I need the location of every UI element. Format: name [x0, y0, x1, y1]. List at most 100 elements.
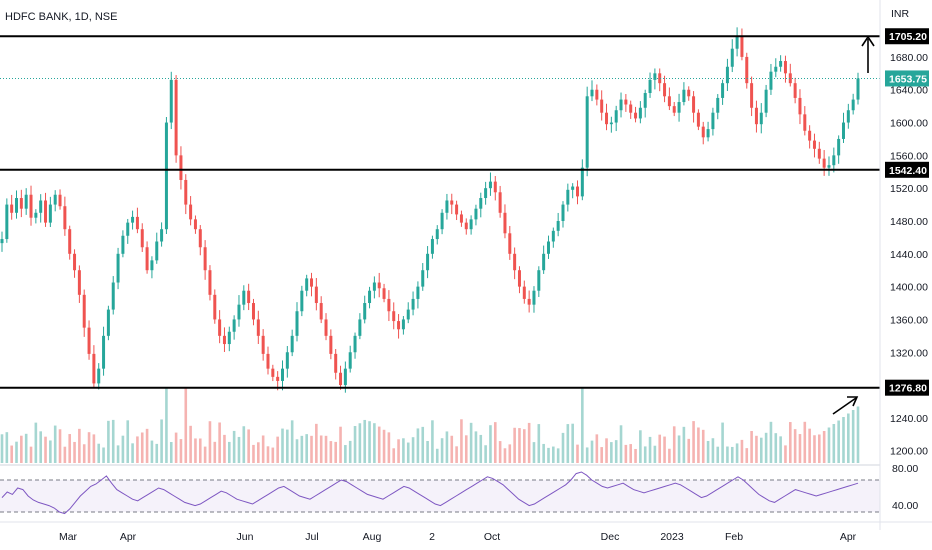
candle-body — [605, 112, 609, 125]
candle-body — [401, 319, 405, 330]
candle-body — [740, 36, 744, 57]
candle-body — [856, 78, 860, 100]
candle-body — [667, 96, 671, 107]
volume-bar — [348, 440, 352, 463]
candle-body — [754, 107, 758, 125]
volume-bar — [547, 447, 550, 463]
price-tick-label: 1680.00 — [890, 52, 928, 64]
volume-bar — [687, 438, 691, 463]
candle-body — [459, 214, 463, 223]
rsi-tick-label: 40.00 — [892, 500, 918, 512]
candle-body — [735, 36, 739, 49]
volume-bar — [319, 435, 323, 463]
volume-bar — [406, 442, 410, 463]
candle-body — [368, 290, 372, 304]
volume-bar — [619, 425, 623, 463]
candlesticks — [0, 27, 860, 393]
volume-bar — [208, 421, 212, 463]
volume-bar — [842, 417, 845, 463]
volume-bar — [87, 432, 91, 463]
volume-bar — [590, 440, 594, 463]
volume-bar — [527, 422, 531, 463]
candle-body — [169, 79, 173, 123]
candle-body — [145, 247, 149, 271]
volume-bar — [735, 443, 739, 463]
price-tick-label: 1480.00 — [890, 216, 928, 228]
volume-bar — [358, 423, 362, 463]
candle-body — [619, 99, 623, 111]
volume-bar — [189, 425, 192, 463]
candle-body — [696, 112, 700, 127]
candle-body — [827, 165, 831, 168]
candle-body — [102, 335, 106, 369]
rsi-tick-label: 80.00 — [892, 463, 918, 475]
volume-bar — [518, 428, 521, 463]
candle-body — [87, 327, 91, 354]
candle-body — [203, 247, 207, 271]
volume-bar — [82, 444, 86, 463]
volume-bar — [464, 435, 468, 463]
volume-bar — [295, 439, 299, 463]
volume-bar — [552, 446, 555, 463]
volume-bar — [20, 435, 23, 463]
candle-body — [15, 198, 19, 213]
candle-body — [0, 239, 4, 244]
candle-body — [812, 140, 816, 149]
candle-body — [774, 66, 778, 72]
volume-bar — [730, 446, 734, 463]
candle-body — [34, 212, 38, 218]
volume-bar — [445, 431, 449, 463]
volume-bar — [92, 434, 96, 463]
volume-bar — [363, 419, 367, 463]
candle-body — [5, 204, 9, 240]
volume-bar — [542, 443, 545, 463]
candle-body — [44, 200, 48, 223]
last-price-label: 1653.75 — [889, 73, 927, 85]
candle-body — [193, 219, 197, 230]
volume-bar — [44, 436, 47, 463]
candle-body — [121, 235, 125, 254]
candle-body — [329, 335, 333, 354]
volume-bar — [716, 446, 720, 463]
candle-body — [469, 219, 473, 230]
price-tick-label: 1200.00 — [890, 446, 928, 458]
volume-bar — [788, 422, 792, 463]
candle-body — [711, 112, 715, 130]
candle-body — [464, 222, 468, 230]
candle-body — [24, 194, 28, 209]
volume-bar — [174, 432, 178, 463]
candle-body — [677, 102, 681, 113]
volume-bar — [489, 425, 492, 463]
candle-body — [295, 311, 299, 336]
time-tick-label: Feb — [725, 531, 743, 543]
volume-bar — [643, 446, 647, 463]
volume-bar — [837, 420, 840, 463]
candle-body — [97, 368, 101, 384]
volume-bar — [116, 445, 120, 463]
candle-body — [687, 89, 691, 97]
volume-bar — [585, 447, 589, 463]
candle-body — [372, 282, 376, 291]
time-tick-label: Jul — [305, 531, 318, 543]
volume-bar — [634, 448, 637, 463]
candle-body — [479, 198, 483, 209]
candle-body — [532, 290, 536, 305]
volume-bar — [411, 437, 415, 463]
volume-bar — [484, 445, 487, 463]
candle-body — [595, 89, 599, 100]
candle-body — [759, 112, 763, 125]
volume-bar — [223, 434, 226, 463]
candle-body — [348, 352, 352, 369]
volume-bar — [677, 435, 681, 463]
volume-bar — [377, 426, 381, 463]
candle-body — [242, 290, 246, 305]
volume-bar — [334, 441, 337, 463]
volume-bar — [34, 422, 38, 463]
volume-bar — [503, 448, 507, 463]
candle-body — [837, 138, 841, 156]
volume-bar — [658, 434, 662, 463]
volume-bar — [808, 428, 811, 463]
volume-bar — [136, 436, 139, 463]
volume-bar — [150, 440, 154, 463]
